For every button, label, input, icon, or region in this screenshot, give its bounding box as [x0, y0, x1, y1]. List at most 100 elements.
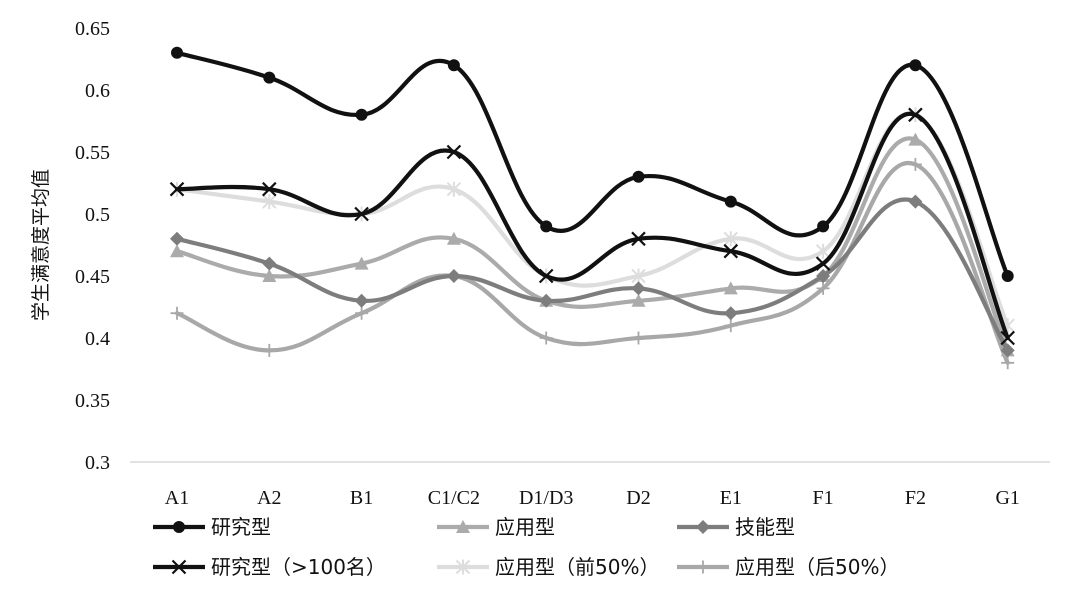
legend-item: 研究型（>100名）: [153, 555, 386, 579]
data-point: [724, 195, 737, 208]
series-line: [174, 50, 1010, 279]
data-point: [632, 170, 645, 183]
legend-label: 研究型（>100名）: [211, 555, 386, 579]
data-point: [354, 293, 369, 308]
data-point: [908, 132, 923, 146]
legend-label: 技能型: [735, 515, 795, 539]
data-point: [816, 269, 831, 283]
series-layer: [169, 46, 1015, 370]
data-point: [446, 181, 462, 197]
data-point: [631, 231, 646, 247]
data-point: [262, 181, 277, 197]
legend-marker: [696, 560, 710, 574]
x-tick-label: B1: [350, 487, 373, 509]
data-point: [1000, 343, 1015, 358]
x-tick-label: A2: [257, 487, 281, 509]
y-tick-label: 0.3: [85, 452, 110, 474]
y-tick-label: 0.45: [75, 266, 110, 288]
legend-item: 应用型（后50%）: [677, 555, 899, 579]
legend-item: 研究型: [153, 515, 271, 539]
data-point: [262, 343, 276, 357]
data-point: [262, 194, 277, 210]
series-1: [171, 46, 1014, 282]
data-point: [723, 231, 739, 247]
data-point: [355, 108, 368, 121]
series-4: [169, 107, 1015, 346]
legend-marker: [171, 559, 187, 575]
data-point: [1000, 330, 1015, 346]
series-2: [170, 132, 1015, 357]
data-point: [631, 293, 646, 307]
data-point: [170, 244, 184, 258]
data-point: [170, 306, 184, 320]
data-point: [815, 243, 831, 259]
data-point: [539, 293, 554, 308]
data-point: [354, 256, 369, 270]
data-point: [540, 220, 553, 233]
series-3: [170, 194, 1015, 358]
data-point: [816, 281, 830, 295]
x-tick-label: D1/D3: [519, 487, 573, 509]
x-tick-label: F1: [813, 487, 834, 509]
data-point: [723, 243, 739, 259]
legend-item: 应用型（前50%）: [437, 555, 659, 579]
data-point: [724, 319, 738, 333]
y-tick-label: 0.4: [85, 328, 110, 350]
series-5: [169, 107, 1015, 334]
legend-label: 应用型（前50%）: [495, 555, 659, 579]
data-point: [539, 331, 553, 345]
data-point: [170, 231, 184, 246]
y-axis-label: 学生满意度平均值: [30, 169, 52, 321]
data-point: [263, 71, 276, 84]
data-point: [262, 269, 277, 282]
data-point: [815, 256, 831, 271]
data-point: [632, 331, 645, 345]
legend-label: 研究型: [211, 515, 271, 539]
x-tick-label: G1: [995, 487, 1019, 509]
series-line: [174, 111, 1010, 341]
data-point: [446, 231, 461, 245]
data-point: [909, 59, 922, 72]
data-point: [1001, 270, 1014, 282]
data-point: [631, 281, 646, 296]
data-point: [723, 306, 738, 321]
y-tick-label: 0.35: [75, 390, 110, 412]
data-point: [631, 268, 646, 284]
data-point: [908, 107, 923, 123]
legend-marker: [456, 520, 470, 533]
x-tick-label: D2: [626, 487, 650, 509]
x-tick-label: F2: [905, 487, 926, 509]
x-tick-label: A1: [165, 487, 189, 509]
legend-item: 技能型: [677, 515, 795, 539]
data-point: [908, 157, 922, 171]
x-tick-label: E1: [720, 487, 742, 509]
data-point: [538, 268, 554, 284]
data-point: [447, 59, 460, 72]
legend-marker: [696, 520, 710, 534]
data-point: [262, 256, 277, 271]
data-point: [446, 269, 461, 283]
data-point: [169, 181, 185, 197]
data-point: [1001, 356, 1015, 370]
series-line: [174, 160, 1010, 365]
data-point: [908, 194, 923, 209]
data-point: [171, 46, 183, 59]
data-point: [817, 220, 830, 233]
y-axis-ticks: 0.3 0.35 0.4 0.45 0.5 0.55 0.6 0.65: [75, 18, 110, 474]
data-point: [446, 144, 462, 160]
series-line: [174, 136, 1010, 353]
data-point: [355, 306, 369, 320]
legend-label: 应用型: [495, 515, 555, 539]
x-axis-ticks: A1 A2 B1 C1/C2 D1/D3 D2 E1 F1 F2 G1: [165, 487, 1020, 509]
legend-marker: [173, 521, 185, 533]
series-line: [174, 197, 1010, 353]
legend-marker: [455, 559, 471, 575]
y-tick-label: 0.65: [75, 18, 110, 40]
data-point: [723, 281, 738, 295]
y-tick-label: 0.55: [75, 142, 110, 164]
y-tick-label: 0.5: [85, 204, 110, 226]
y-tick-label: 0.6: [85, 80, 110, 102]
